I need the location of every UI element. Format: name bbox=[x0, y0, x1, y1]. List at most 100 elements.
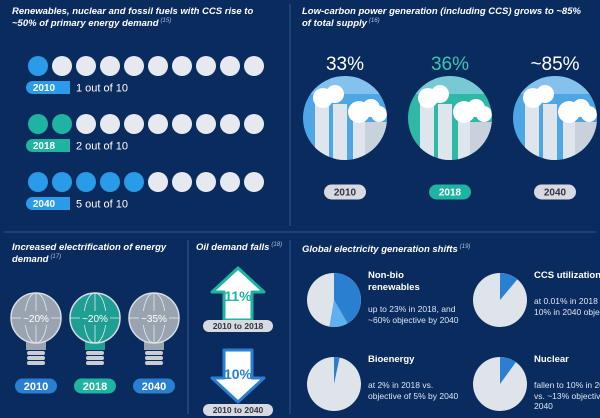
unit-circle bbox=[124, 172, 144, 192]
item-text: at 2% in 2018 vs. objective of 5% by 204… bbox=[368, 380, 460, 401]
unit-circle bbox=[148, 172, 168, 192]
pill-label: 2010 bbox=[334, 188, 357, 199]
unit-circle bbox=[148, 56, 168, 76]
year-label: 2010 bbox=[33, 83, 56, 94]
footnote: (15) bbox=[161, 18, 172, 24]
year-pill-tail bbox=[60, 81, 70, 94]
title-text: Increased electrification of energy dema… bbox=[12, 242, 166, 265]
unit-circle bbox=[244, 114, 264, 134]
unit-circle bbox=[52, 56, 72, 76]
unit-circle bbox=[220, 172, 240, 192]
bulb-base bbox=[86, 361, 104, 365]
bulb-base bbox=[27, 351, 45, 355]
item-text: up to 23% in 2018, and ~60% objective by… bbox=[368, 304, 460, 325]
cloud bbox=[326, 85, 344, 103]
chimney bbox=[315, 100, 329, 170]
scene bbox=[303, 76, 389, 178]
unit-circle bbox=[76, 114, 96, 134]
oil-value: 10% bbox=[224, 366, 253, 382]
infographic: 2010 1 out of 10 2018 2 out of 10 2040 5 out … bbox=[0, 0, 600, 418]
unit-circle bbox=[244, 56, 264, 76]
section-title: Increased electrification of energy dema… bbox=[12, 242, 182, 266]
pill-label: 2010 bbox=[24, 381, 48, 393]
unit-circle bbox=[28, 114, 48, 134]
building bbox=[575, 122, 599, 162]
unit-circle bbox=[28, 56, 48, 76]
share-label: 5 out of 10 bbox=[76, 199, 128, 211]
unit-circle bbox=[76, 56, 96, 76]
section-title: Global electricity generation shifts(19) bbox=[302, 244, 592, 256]
unit-circle bbox=[172, 172, 192, 192]
share-label: 1 out of 10 bbox=[76, 83, 128, 95]
pill-label: 2018 bbox=[439, 188, 462, 199]
percent-label: 33% bbox=[326, 54, 364, 75]
pill-label: 2018 bbox=[83, 381, 107, 393]
unit-circle bbox=[196, 114, 216, 134]
unit-circle bbox=[124, 114, 144, 134]
pill-label: 2040 bbox=[544, 188, 567, 199]
building bbox=[470, 122, 494, 162]
chimney bbox=[543, 104, 557, 174]
unit-circle bbox=[100, 56, 120, 76]
unit-circle bbox=[148, 114, 168, 134]
unit-circle bbox=[172, 114, 192, 134]
footnote: (17) bbox=[50, 254, 61, 260]
title-text: Low-carbon power generation (including C… bbox=[302, 6, 581, 29]
oil-value: 11% bbox=[224, 288, 252, 304]
item-heading: Non-bio renewables bbox=[368, 270, 448, 294]
item-text: at 0.01% in 2018 vs. 10% in 2040 objecti… bbox=[534, 296, 600, 317]
unit-circle bbox=[196, 56, 216, 76]
bulb-base bbox=[86, 351, 104, 355]
bulb-value: ~20% bbox=[23, 314, 49, 325]
chimney bbox=[420, 100, 434, 170]
title-text: Oil demand falls bbox=[196, 242, 269, 253]
unit-circle bbox=[100, 114, 120, 134]
item-text: fallen to 10% in 2018 vs. ~13% objective… bbox=[534, 380, 600, 412]
pill-label: 2040 bbox=[142, 381, 166, 393]
percent-label: 36% bbox=[431, 54, 469, 75]
title-text: Renewables, nuclear and fossil fuels wit… bbox=[12, 6, 253, 29]
cloud bbox=[371, 106, 387, 122]
year-pill-tail bbox=[60, 197, 70, 210]
chimney bbox=[525, 100, 539, 170]
section-title: Oil demand falls(18) bbox=[196, 242, 288, 254]
bulb-value: ~35% bbox=[141, 314, 167, 325]
pill-label: 2010 to 2040 bbox=[213, 405, 264, 415]
unit-circle bbox=[52, 172, 72, 192]
shapes: 2010 1 out of 10 2018 2 out of 10 2040 5 out … bbox=[0, 0, 600, 418]
unit-circle bbox=[124, 56, 144, 76]
cloud bbox=[431, 85, 449, 103]
building bbox=[365, 122, 389, 162]
pill-label: 2010 to 2018 bbox=[213, 321, 264, 331]
chimney bbox=[333, 104, 347, 174]
unit-circle bbox=[220, 56, 240, 76]
footnote: (18) bbox=[271, 242, 282, 248]
chimney bbox=[438, 104, 452, 174]
cloud bbox=[581, 106, 597, 122]
year-pill-tail bbox=[60, 139, 70, 152]
year-label: 2040 bbox=[33, 199, 56, 210]
bulb-base bbox=[145, 351, 163, 355]
bulb-base bbox=[145, 361, 163, 365]
unit-circle bbox=[52, 114, 72, 134]
footnote: (19) bbox=[460, 244, 471, 250]
unit-circle bbox=[196, 172, 216, 192]
unit-circle bbox=[76, 172, 96, 192]
bulb-base bbox=[86, 356, 104, 360]
item-heading: Bioenergy bbox=[368, 354, 448, 366]
item-heading: Nuclear bbox=[534, 354, 600, 366]
unit-circle bbox=[220, 114, 240, 134]
bulb-base bbox=[27, 356, 45, 360]
section-title: Renewables, nuclear and fossil fuels wit… bbox=[12, 6, 277, 30]
footnote: (16) bbox=[369, 18, 380, 24]
unit-circle bbox=[244, 172, 264, 192]
percent-label: ~85% bbox=[530, 54, 579, 75]
unit-circle bbox=[28, 172, 48, 192]
unit-circle bbox=[100, 172, 120, 192]
item-heading: CCS utilization bbox=[534, 270, 600, 282]
scene bbox=[513, 76, 599, 178]
share-label: 2 out of 10 bbox=[76, 141, 128, 153]
section-title: Low-carbon power generation (including C… bbox=[302, 6, 587, 30]
cloud bbox=[476, 106, 492, 122]
bulb-base bbox=[27, 361, 45, 365]
